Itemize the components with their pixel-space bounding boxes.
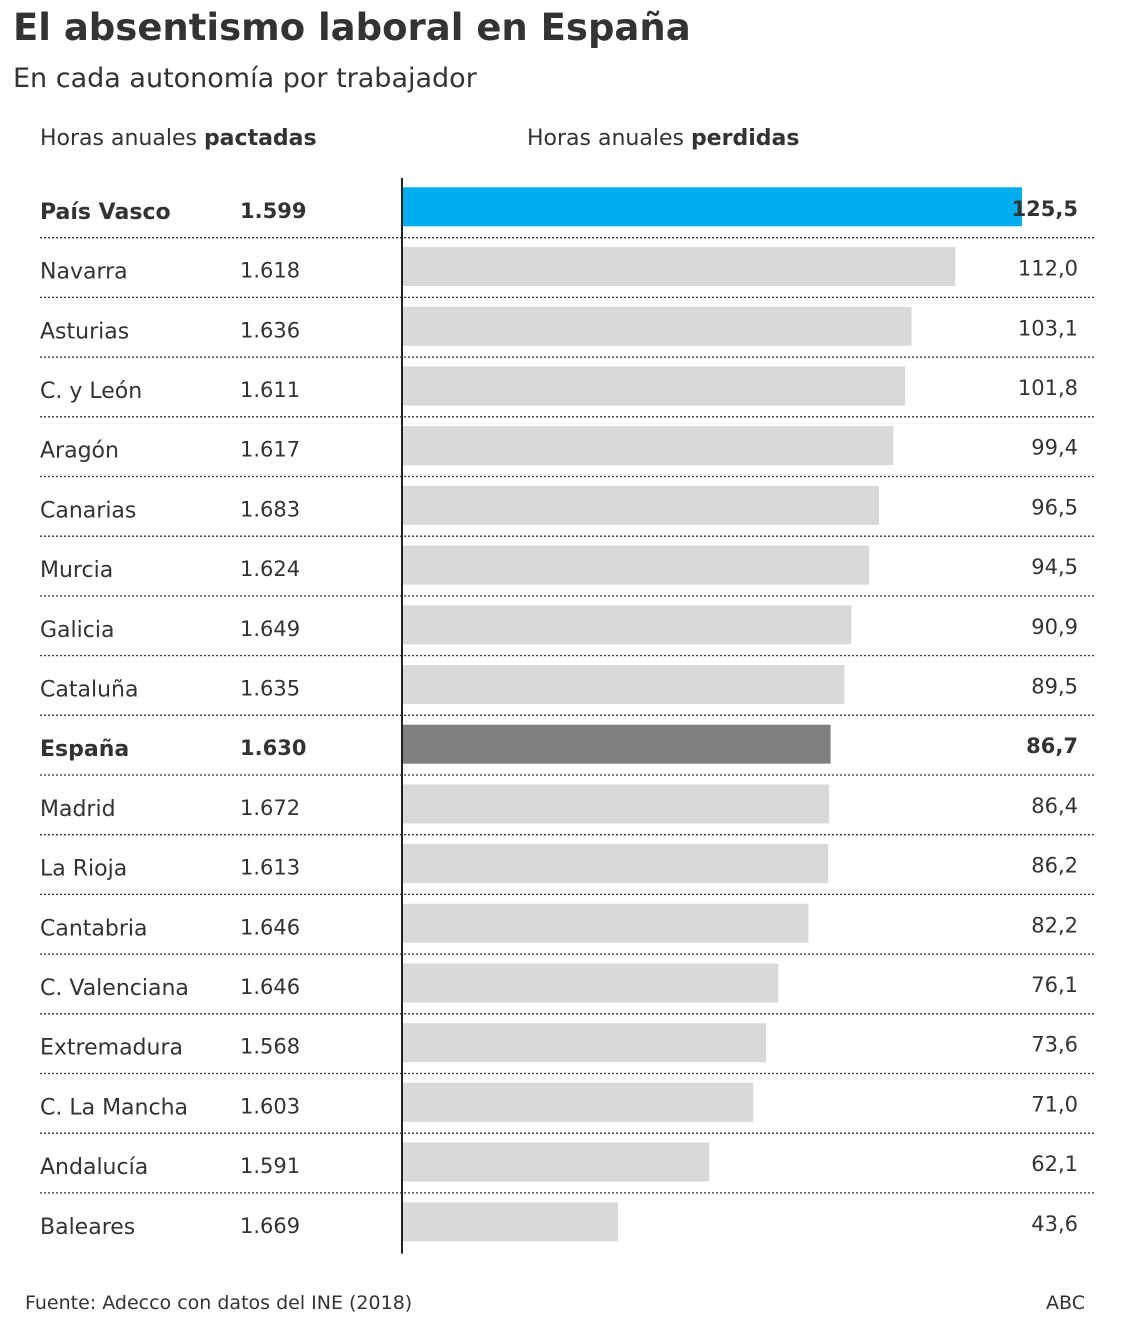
lost-hours-galicia: 90,9 [1031,615,1078,639]
bar-asturias [403,306,912,346]
bar-aragon [403,426,894,466]
bar-baleares [403,1202,618,1242]
brand-label: ABC [1046,1292,1085,1314]
agreed-hours-madrid: 1.672 [240,796,300,820]
lost-hours-c-la-mancha: 71,0 [1031,1092,1078,1116]
bar-c-valenciana [403,963,779,1003]
bar-espana [403,724,831,764]
agreed-hours-c-la-mancha: 1.603 [240,1094,300,1118]
lost-hours-asturias: 103,1 [1018,316,1078,340]
header-lost-bold: perdidas [690,126,800,151]
agreed-hours-pais-vasco: 1.599 [240,199,306,223]
header-agreed-prefix: Horas anuales [40,126,204,151]
agreed-hours-murcia: 1.624 [240,557,300,581]
agreed-hours-la-rioja: 1.613 [240,856,300,880]
agreed-hours-asturias: 1.636 [240,318,300,342]
agreed-hours-aragon: 1.617 [240,438,300,462]
lost-hours-la-rioja: 86,2 [1031,854,1078,878]
source-note: Fuente: Adecco con datos del INE (2018) [25,1292,413,1314]
bar-c-y-leon [403,366,906,406]
lost-hours-cantabria: 82,2 [1031,913,1078,937]
bar-galicia [403,605,852,645]
region-label-navarra: Navarra [40,260,128,285]
region-label-madrid: Madrid [40,797,116,822]
lost-hours-baleares: 43,6 [1031,1212,1078,1236]
region-label-galicia: Galicia [40,618,114,643]
bar-madrid [403,784,830,824]
bar-andalucia [403,1142,710,1182]
region-label-canarias: Canarias [40,498,136,523]
header-lost-hours: Horas anuales perdidas [527,126,799,151]
lost-hours-aragon: 99,4 [1031,436,1078,460]
region-label-c-y-leon: C. y León [40,379,142,404]
agreed-hours-extremadura: 1.568 [240,1035,300,1059]
lost-hours-murcia: 94,5 [1031,555,1078,579]
agreed-hours-cataluna: 1.635 [240,677,300,701]
header-agreed-bold: pactadas [203,126,317,151]
region-label-espana: España [40,737,129,762]
region-label-c-valenciana: C. Valenciana [40,976,189,1001]
lost-hours-espana: 86,7 [1026,734,1078,758]
agreed-hours-galicia: 1.649 [240,617,300,641]
region-label-la-rioja: La Rioja [40,857,127,882]
region-label-andalucia: Andalucía [40,1155,148,1180]
agreed-hours-cantabria: 1.646 [240,915,300,939]
region-label-aragon: Aragón [40,439,119,464]
region-label-pais-vasco: País Vasco [40,200,171,225]
header-lost-prefix: Horas anuales [527,126,691,151]
lost-hours-c-y-leon: 101,8 [1018,376,1078,400]
chart-subtitle: En cada autonomía por trabajador [13,63,477,94]
agreed-hours-c-y-leon: 1.611 [240,378,300,402]
agreed-hours-navarra: 1.618 [240,259,300,283]
lost-hours-pais-vasco: 125,5 [1012,197,1078,221]
bar-pais-vasco [403,187,1022,227]
header-agreed-hours: Horas anuales pactadas [40,126,317,151]
region-label-asturias: Asturias [40,319,129,344]
agreed-hours-baleares: 1.669 [240,1214,300,1238]
region-label-cantabria: Cantabria [40,916,148,941]
lost-hours-navarra: 112,0 [1018,257,1078,281]
lost-hours-extremadura: 73,6 [1031,1033,1078,1057]
bar-navarra [403,247,956,286]
region-label-c-la-mancha: C. La Mancha [40,1095,188,1120]
region-label-cataluna: Cataluña [40,678,138,703]
bar-extremadura [403,1023,766,1063]
bar-cantabria [403,903,809,943]
bar-c-la-mancha [403,1082,754,1122]
agreed-hours-espana: 1.630 [240,736,306,760]
agreed-hours-c-valenciana: 1.646 [240,975,300,999]
region-label-baleares: Baleares [40,1215,135,1240]
region-label-murcia: Murcia [40,558,113,583]
lost-hours-andalucia: 62,1 [1031,1152,1078,1176]
lost-hours-canarias: 96,5 [1031,495,1078,519]
agreed-hours-canarias: 1.683 [240,497,300,521]
lost-hours-madrid: 86,4 [1031,794,1078,818]
lost-hours-c-valenciana: 76,1 [1031,973,1078,997]
bar-cataluna [403,665,845,704]
bar-murcia [403,545,870,585]
lost-hours-cataluna: 89,5 [1031,675,1078,699]
bar-canarias [403,485,879,525]
agreed-hours-andalucia: 1.591 [240,1154,300,1178]
chart-title: El absentismo laboral en España [13,6,691,49]
bar-la-rioja [403,844,829,884]
region-label-extremadura: Extremadura [40,1036,183,1061]
